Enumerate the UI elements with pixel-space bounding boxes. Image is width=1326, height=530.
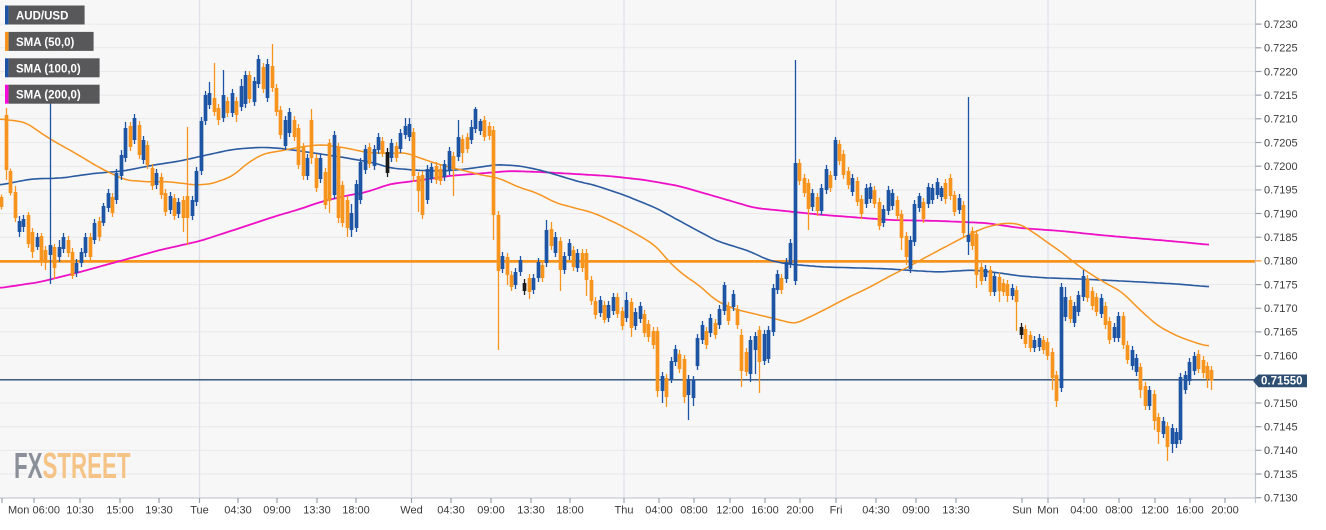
svg-text:0.7175: 0.7175 xyxy=(1264,279,1298,291)
svg-text:0.7215: 0.7215 xyxy=(1264,90,1298,102)
svg-text:09:00: 09:00 xyxy=(263,505,291,517)
svg-text:0.7160: 0.7160 xyxy=(1264,350,1298,362)
svg-text:0.7195: 0.7195 xyxy=(1264,185,1298,197)
svg-text:SMA (50,0): SMA (50,0) xyxy=(16,37,75,49)
svg-text:0.7130: 0.7130 xyxy=(1264,493,1298,505)
svg-text:0.7200: 0.7200 xyxy=(1264,161,1298,173)
svg-text:19:30: 19:30 xyxy=(145,505,173,517)
svg-text:08:00: 08:00 xyxy=(1105,505,1133,517)
svg-text:09:00: 09:00 xyxy=(477,505,505,517)
svg-text:0.7165: 0.7165 xyxy=(1264,327,1298,339)
svg-text:12:00: 12:00 xyxy=(716,505,744,517)
svg-text:08:00: 08:00 xyxy=(680,505,708,517)
svg-text:0.7145: 0.7145 xyxy=(1264,422,1298,434)
svg-text:09:00: 09:00 xyxy=(902,505,930,517)
svg-text:0.7170: 0.7170 xyxy=(1264,303,1298,315)
svg-text:18:00: 18:00 xyxy=(556,505,584,517)
svg-text:0.7205: 0.7205 xyxy=(1264,137,1298,149)
svg-text:15:00: 15:00 xyxy=(106,505,134,517)
svg-text:SMA (100,0): SMA (100,0) xyxy=(16,63,81,75)
svg-text:Thu: Thu xyxy=(615,505,634,517)
svg-text:0.7225: 0.7225 xyxy=(1264,43,1298,55)
svg-text:Mon 06:00: Mon 06:00 xyxy=(8,505,60,517)
svg-text:20:00: 20:00 xyxy=(786,505,814,517)
svg-text:13:30: 13:30 xyxy=(517,505,545,517)
svg-text:13:30: 13:30 xyxy=(942,505,970,517)
svg-text:Tue: Tue xyxy=(190,505,209,517)
svg-text:04:00: 04:00 xyxy=(1070,505,1098,517)
svg-text:13:30: 13:30 xyxy=(303,505,331,517)
svg-text:0.7190: 0.7190 xyxy=(1264,208,1298,220)
svg-text:12:00: 12:00 xyxy=(1141,505,1169,517)
svg-text:FXSTREET: FXSTREET xyxy=(14,447,131,487)
svg-text:AUD/USD: AUD/USD xyxy=(16,11,68,23)
svg-text:10:30: 10:30 xyxy=(66,505,94,517)
svg-text:04:30: 04:30 xyxy=(437,505,465,517)
svg-text:04:30: 04:30 xyxy=(224,505,252,517)
svg-text:Wed: Wed xyxy=(400,505,422,517)
svg-text:Mon: Mon xyxy=(1037,505,1058,517)
svg-text:0.7220: 0.7220 xyxy=(1264,66,1298,78)
svg-text:Fri: Fri xyxy=(830,505,843,517)
svg-text:04:00: 04:00 xyxy=(645,505,673,517)
svg-text:04:30: 04:30 xyxy=(862,505,890,517)
svg-text:0.7210: 0.7210 xyxy=(1264,114,1298,126)
svg-text:0.7150: 0.7150 xyxy=(1264,398,1298,410)
svg-text:0.7140: 0.7140 xyxy=(1264,445,1298,457)
svg-text:16:00: 16:00 xyxy=(1176,505,1204,517)
svg-text:18:00: 18:00 xyxy=(342,505,370,517)
svg-text:16:00: 16:00 xyxy=(751,505,779,517)
svg-text:Sun: Sun xyxy=(1012,505,1032,517)
svg-text:0.7135: 0.7135 xyxy=(1264,469,1298,481)
svg-text:0.7185: 0.7185 xyxy=(1264,232,1298,244)
svg-text:0.7230: 0.7230 xyxy=(1264,19,1298,31)
svg-text:0.71550: 0.71550 xyxy=(1261,375,1303,387)
svg-text:SMA (200,0): SMA (200,0) xyxy=(16,90,81,102)
svg-text:0.7180: 0.7180 xyxy=(1264,256,1298,268)
svg-text:20:00: 20:00 xyxy=(1211,505,1239,517)
